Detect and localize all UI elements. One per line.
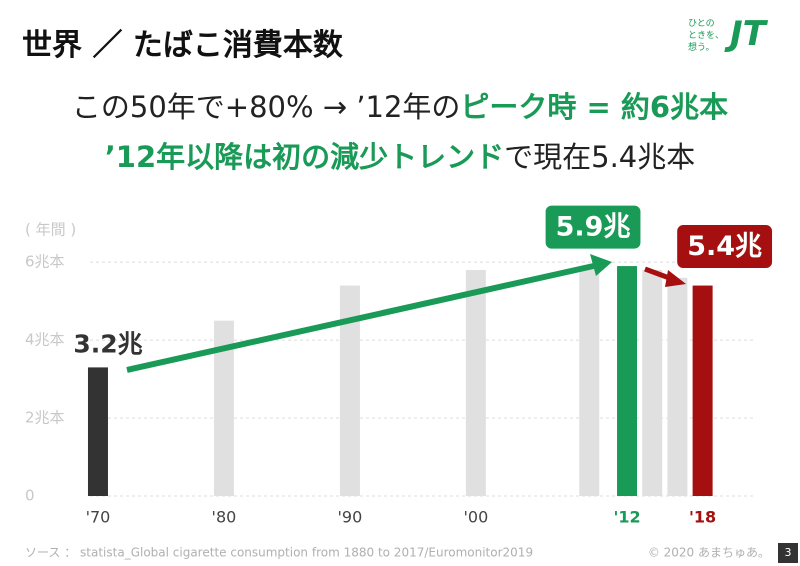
bar [579,266,600,496]
trend-arrow-head [590,254,612,276]
decline-arrow-head [665,270,686,287]
y-tick-label: 4兆本 [25,331,65,349]
bar [642,269,663,496]
tagline-line: 想う。 [688,43,715,53]
x-tick-label: '90 [338,508,363,527]
headline-emphasis: ピーク時 = 約6兆本 [460,90,729,124]
trend-arrow [126,262,599,373]
value-label-box [677,225,773,269]
y-tick-label: 2兆本 [25,409,65,427]
value-label: 3.2兆 [73,329,142,358]
value-label: 5.4兆 [687,231,762,262]
y-axis-label: ( 年間 ) [25,221,76,239]
headline-line: ’12年以降は初の減少トレンドで現在5.4兆本 [0,134,800,176]
headline-line: この50年で+80% → ’12年のピーク時 = 約6兆本 [0,84,800,126]
x-tick-label: '80 [212,508,237,527]
page-badge [778,543,798,563]
source-note: ソース ： statista_Global cigarette consumpt… [25,546,533,560]
x-tick-label: '70 [86,508,111,527]
headline-text: で現在5.4兆本 [504,140,696,174]
logo-tagline: ひとの ときを、 想う。 [688,18,724,54]
value-label-box [545,205,641,249]
y-tick-label: 0 [25,487,35,505]
x-tick-label: '18 [689,508,716,527]
plot-area: 0 2兆本 4兆本 6兆本 3.2兆 5.9兆 5.4兆 '70 '80 '90 '00 '12 '18 [25,205,773,527]
bar [465,269,486,496]
bar [87,367,108,496]
copyright: © 2020 あまちゅあ。 [648,546,770,560]
bar [692,285,713,496]
tagline-line: ひとの [688,19,715,29]
y-tick-label: 6兆本 [25,253,65,271]
headline-emphasis: ’12年以降は初の減少トレンド [104,140,505,174]
x-tick-label: '00 [463,508,488,527]
bar [667,277,688,496]
bar [339,285,360,496]
headline-text: この50年で+80% → ’12年の [71,90,461,124]
tagline-line: ときを、 [688,31,725,41]
slide-title: 世界 ／ たばこ消費本数 [22,28,343,63]
bar [213,320,234,496]
x-tick-label: '12 [613,508,640,527]
bar [617,266,638,496]
logo-brand: JT [730,14,766,54]
value-label: 5.9兆 [556,212,631,243]
page-number: 3 [785,546,792,559]
